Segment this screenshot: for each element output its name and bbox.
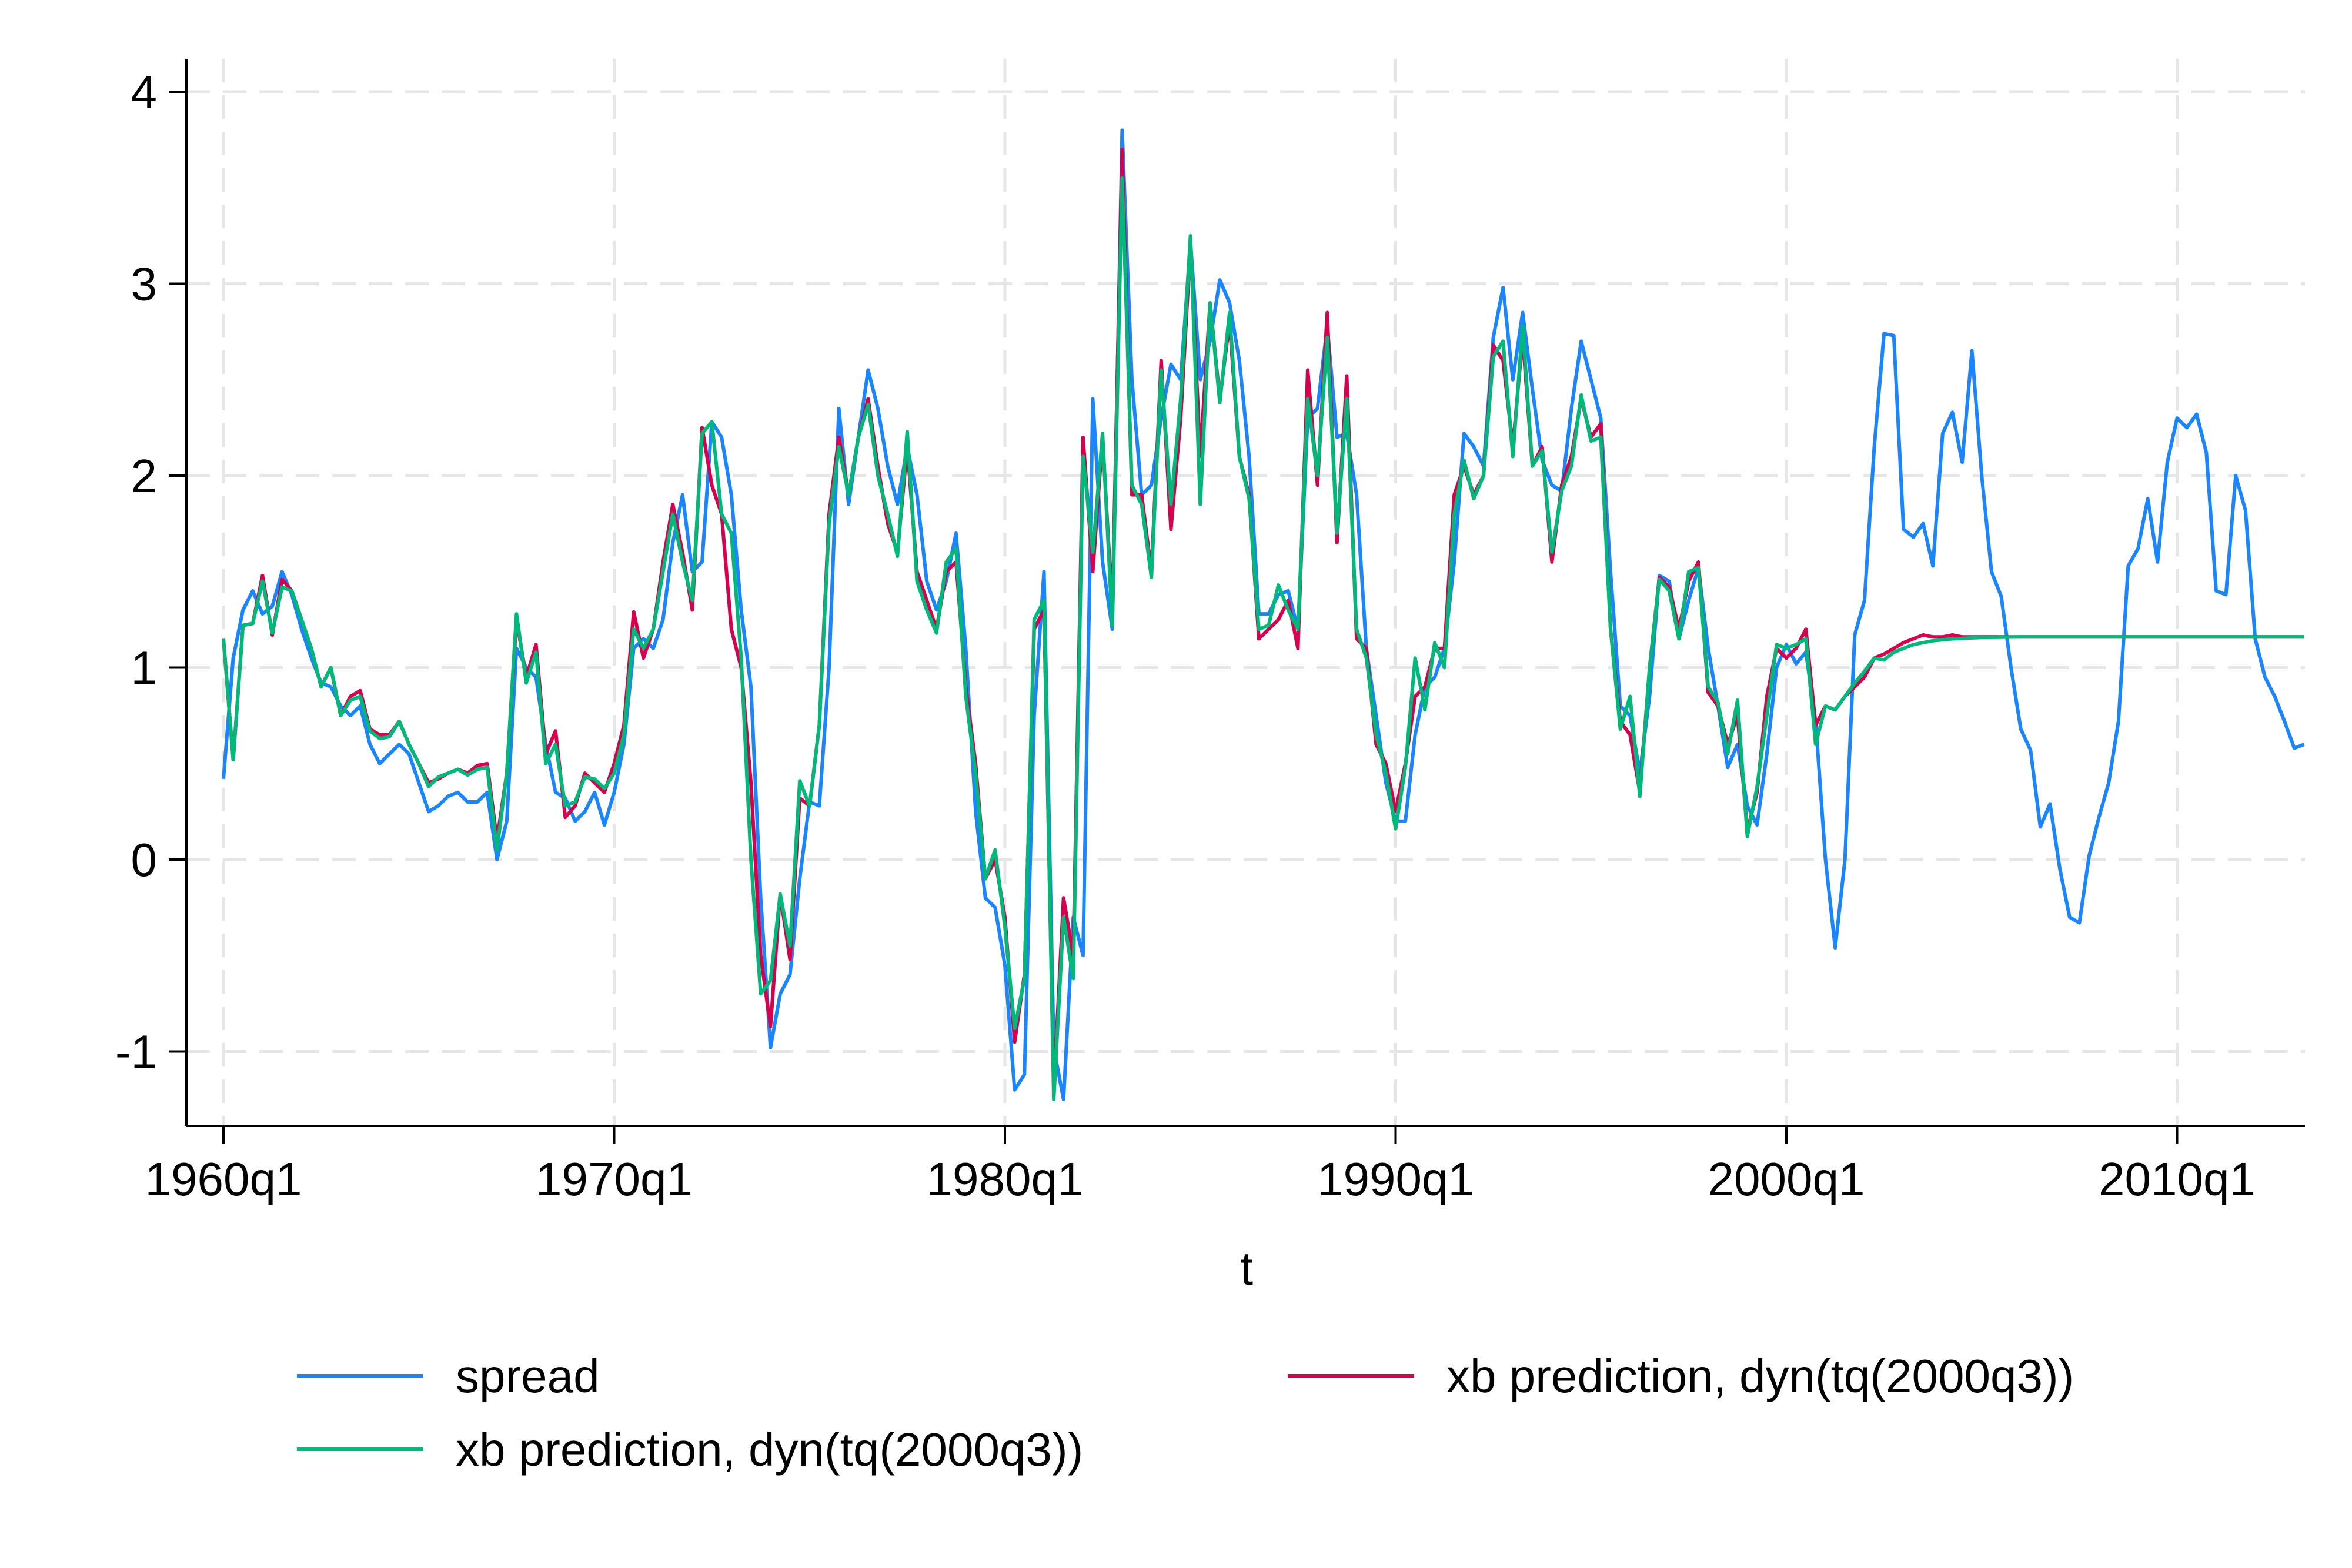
y-tick-label: 1 bbox=[131, 642, 158, 694]
x-tick-label: 2010q1 bbox=[2099, 1153, 2256, 1205]
x-tick-label: 2000q1 bbox=[1708, 1153, 1865, 1205]
series-xb-prediction-green-line bbox=[222, 176, 2304, 1102]
axes bbox=[185, 59, 2305, 1127]
legend-item-xb-prediction-red: xb prediction, dyn(tq(2000q3)) bbox=[1288, 1350, 2074, 1402]
y-axis-ticks: -1 0 1 2 3 4 bbox=[115, 66, 186, 1078]
legend-label-spread: spread bbox=[456, 1350, 600, 1402]
x-tick-label: 1960q1 bbox=[145, 1153, 302, 1205]
x-axis-title: t bbox=[1240, 1242, 1253, 1295]
series-lines bbox=[222, 128, 2305, 1102]
legend-item-xb-prediction-green: xb prediction, dyn(tq(2000q3)) bbox=[297, 1423, 1083, 1476]
y-tick-label: 0 bbox=[131, 834, 158, 886]
x-tick-label: 1990q1 bbox=[1317, 1153, 1474, 1205]
y-tick-label: 2 bbox=[131, 450, 158, 502]
legend: spread xb prediction, dyn(tq(2000q3)) xb… bbox=[297, 1350, 2074, 1476]
x-axis-ticks: 1960q1 1970q1 1980q1 1990q1 2000q1 2010q1 bbox=[145, 1126, 2256, 1205]
legend-label-xb-prediction-green: xb prediction, dyn(tq(2000q3)) bbox=[456, 1423, 1083, 1476]
x-tick-label: 1970q1 bbox=[536, 1153, 693, 1205]
x-tick-label: 1980q1 bbox=[927, 1153, 1084, 1205]
y-tick-label: -1 bbox=[115, 1026, 157, 1078]
legend-label-xb-prediction-red: xb prediction, dyn(tq(2000q3)) bbox=[1446, 1350, 2074, 1402]
y-tick-label: 3 bbox=[131, 258, 158, 310]
legend-item-spread: spread bbox=[297, 1350, 600, 1402]
y-tick-label: 4 bbox=[131, 66, 158, 118]
